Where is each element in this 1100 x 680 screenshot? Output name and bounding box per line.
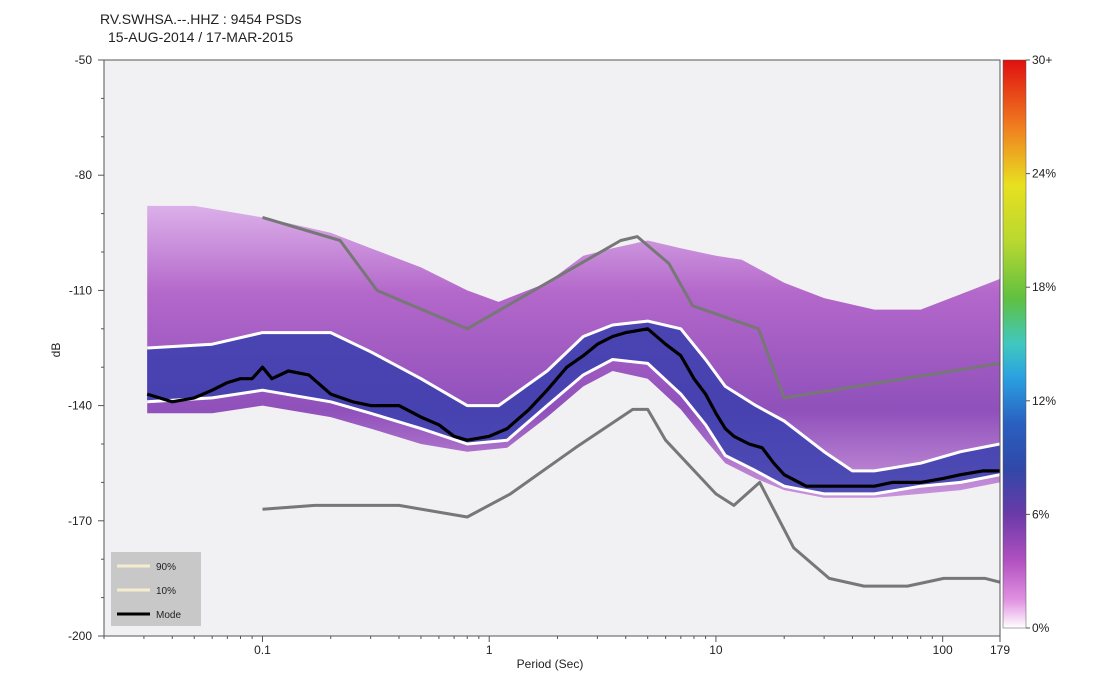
x-tick-label: 10 (709, 643, 723, 657)
psd-density-core (147, 321, 1000, 494)
series-layer (146, 215, 1000, 588)
chart-title-line1: RV.SWHSA.--.HHZ : 9454 PSDs (100, 11, 302, 27)
series-line-90 (147, 319, 1000, 473)
colorbar-label: 18% (1032, 280, 1056, 294)
legend: 90% 10% Mode (111, 552, 201, 626)
legend-label: 10% (156, 586, 176, 597)
plot-frame (103, 59, 1001, 637)
legend-label: 90% (156, 562, 176, 573)
x-axis-label: Period (Sec) (517, 657, 584, 671)
y-tick-label: -80 (75, 168, 93, 182)
colorbar-label: 6% (1032, 507, 1050, 521)
x-tick-label: 179 (990, 643, 1010, 657)
y-tick-label: -50 (75, 53, 93, 67)
colorbar (1002, 59, 1027, 629)
series-line-mode (146, 327, 1000, 488)
x-tick-label: 100 (933, 643, 953, 657)
x-tick-label: 0.1 (254, 643, 271, 657)
colorbar-label: 30+ (1032, 53, 1052, 67)
colorbar-label: 12% (1032, 394, 1056, 408)
series-line-10 (147, 358, 1000, 496)
colorbar-label: 24% (1032, 167, 1056, 181)
series-line-nhnm (262, 215, 1000, 400)
y-tick-label: -200 (68, 629, 92, 643)
y-tick-label: -110 (69, 283, 92, 297)
y-axis-label: dB (49, 343, 63, 358)
colorbar-label: 0% (1032, 621, 1050, 635)
y-tick-label: -170 (68, 514, 92, 528)
legend-label: Mode (156, 610, 181, 621)
y-tick-label: -140 (68, 399, 92, 413)
series-line-nlnm (262, 407, 1000, 588)
x-tick-label: 1 (486, 643, 493, 657)
colorbar-labels: 0% 6% 12% 18% 24% 30+ (1026, 53, 1056, 635)
chart-title-line2: 15-AUG-2014 / 17-MAR-2015 (108, 29, 293, 45)
x-axis: 0.1 1 10 100 179 (103, 636, 1010, 657)
y-axis: -50 -80 -110 -140 -170 -200 (68, 53, 104, 643)
